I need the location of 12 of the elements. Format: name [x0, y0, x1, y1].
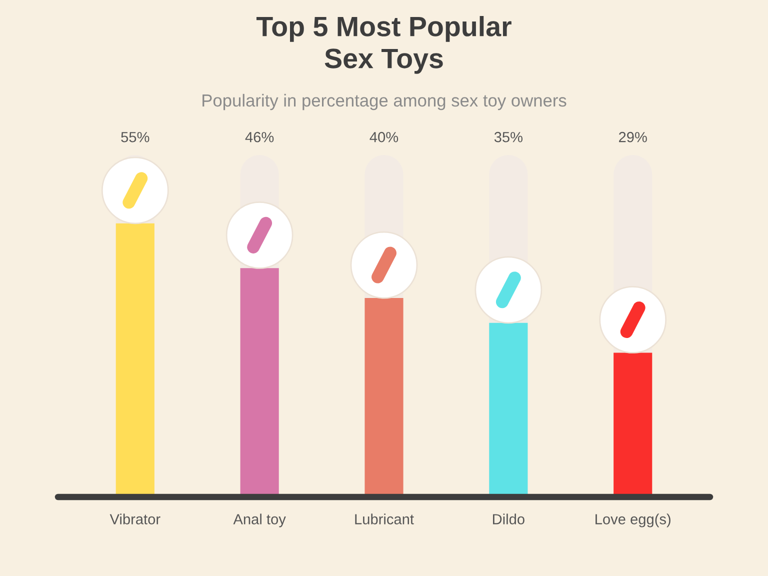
data-label: 40% [370, 132, 398, 142]
data-label: 46% [245, 132, 274, 142]
chart-title: Top 5 Most Popular Sex Toys [256, 16, 512, 74]
x-tick-label: Lubricant [355, 514, 414, 524]
x-tick-label: Love egg(s) [596, 514, 670, 528]
data-label: 55% [121, 132, 150, 142]
chart-subtitle: Popularity in percentage among sex toy owners [202, 94, 566, 110]
x-tick-label: Vibrator [110, 514, 160, 524]
x-tick-label: Anal toy [233, 514, 286, 528]
data-label: 35% [494, 132, 523, 142]
data-label: 29% [618, 132, 647, 142]
x-tick-label: Dildo [493, 514, 524, 524]
